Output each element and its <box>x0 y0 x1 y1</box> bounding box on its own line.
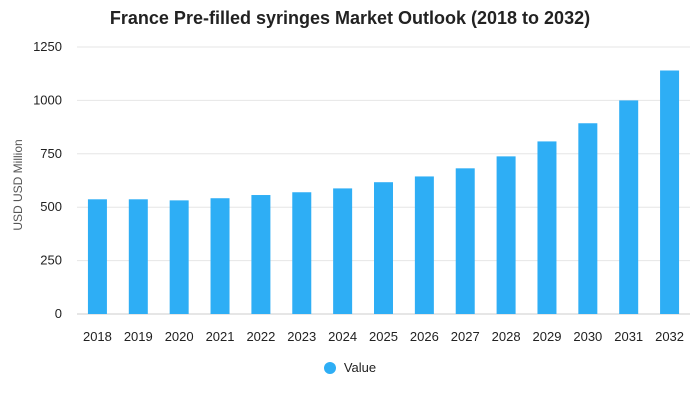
bars <box>87 70 680 315</box>
x-axis-ticks: 2018 2019 2020 2021 2022 2023 2024 2025 2026 2027… <box>83 329 684 344</box>
x-tick-label: 2031 <box>614 329 643 344</box>
bar-2026[interactable] <box>414 176 434 314</box>
x-tick-label: 2018 <box>83 329 112 344</box>
x-tick-label: 2028 <box>492 329 521 344</box>
bar-2030[interactable] <box>578 123 598 314</box>
bar-2025[interactable] <box>374 182 393 314</box>
x-tick-label: 2019 <box>124 329 153 344</box>
bar-2032[interactable] <box>660 70 680 314</box>
x-tick-label: 2030 <box>573 329 602 344</box>
y-tick-label: 1250 <box>33 39 62 54</box>
x-tick-label: 2032 <box>655 329 684 344</box>
x-tick-label: 2023 <box>287 329 316 344</box>
y-tick-label: 0 <box>55 306 62 321</box>
bar-2022[interactable] <box>251 195 271 314</box>
x-tick-label: 2024 <box>328 329 357 344</box>
legend: Value <box>0 360 700 375</box>
bar-2029[interactable] <box>537 141 557 314</box>
y-tick-label: 250 <box>40 253 62 268</box>
bar-2019[interactable] <box>128 199 148 314</box>
x-tick-label: 2022 <box>246 329 275 344</box>
legend-label[interactable]: Value <box>343 360 377 375</box>
legend-marker-icon <box>323 361 336 374</box>
chart-title: France Pre-filled syringes Market Outloo… <box>109 8 591 28</box>
bar-2027[interactable] <box>455 168 475 314</box>
bar-2023[interactable] <box>292 192 312 314</box>
x-tick-label: 2029 <box>533 329 562 344</box>
y-tick-label: 1000 <box>33 92 62 107</box>
x-tick-label: 2026 <box>410 329 439 344</box>
bar-2021[interactable] <box>210 198 230 314</box>
x-tick-label: 2025 <box>369 329 398 344</box>
y-tick-label: 500 <box>40 199 62 214</box>
bar-2018[interactable] <box>87 199 107 314</box>
bar-2024[interactable] <box>333 188 353 314</box>
x-tick-label: 2027 <box>451 329 480 344</box>
y-tick-label: 750 <box>40 146 62 161</box>
bar-2031[interactable] <box>619 100 639 315</box>
bar-2020[interactable] <box>169 200 189 314</box>
y-axis-title: USD USD Million <box>11 139 25 230</box>
bar-2028[interactable] <box>496 156 516 314</box>
y-axis-ticks: 0 250 500 750 1000 1250 <box>33 39 62 321</box>
x-tick-label: 2020 <box>165 329 194 344</box>
x-tick-label: 2021 <box>206 329 235 344</box>
